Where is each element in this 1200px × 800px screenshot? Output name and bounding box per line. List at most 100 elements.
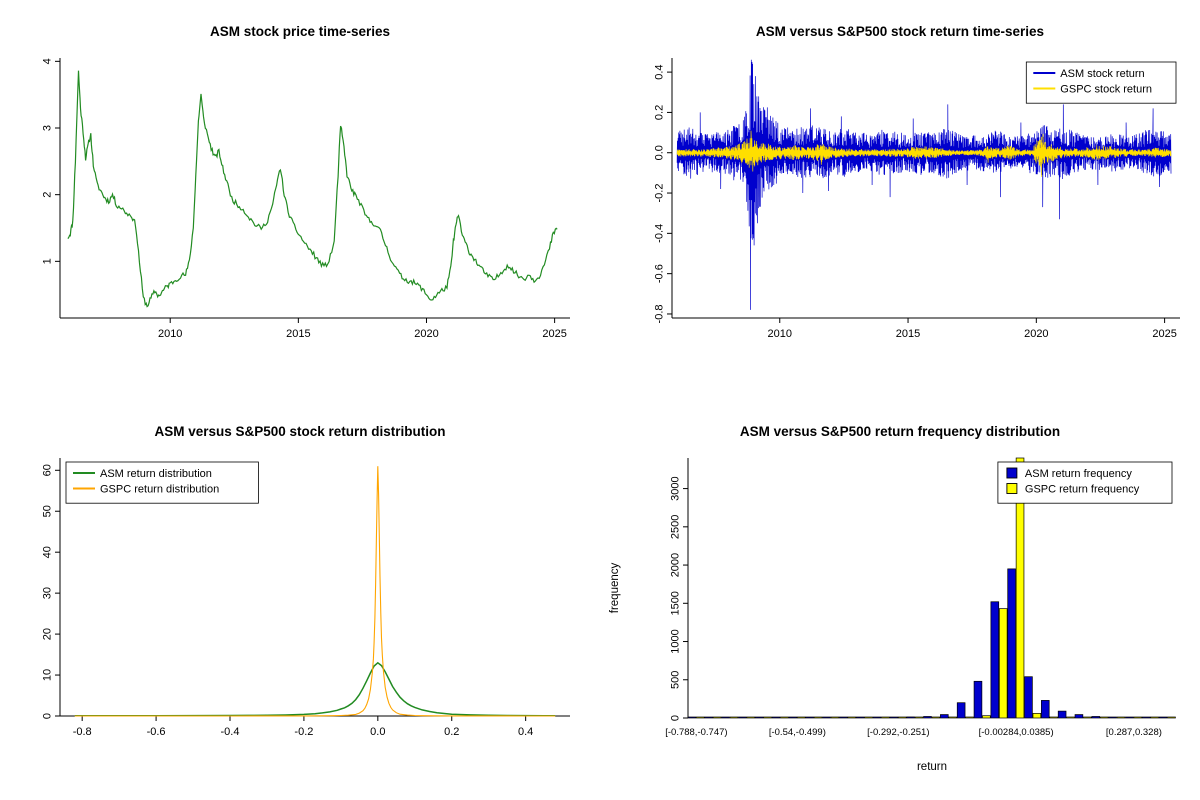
- legend-swatch: [1006, 467, 1018, 479]
- y-tick-label: -0.8: [654, 304, 666, 323]
- bin-label: [-0.292,-0.251): [867, 727, 929, 738]
- hist-bar: [746, 716, 756, 719]
- hist-bar: [780, 716, 789, 719]
- hist-bar: [1041, 700, 1050, 719]
- x-tick-label: -0.6: [147, 726, 166, 738]
- return-distribution-chart: 0 10 20 30 40 50 60 -0.8 -0.6 -0.4 -0.2 0.0 0.2 0.4 AS…: [42, 458, 570, 738]
- chart-title-price-timeseries: ASM stock price time-series: [209, 24, 391, 39]
- hist-bar: [1125, 716, 1134, 719]
- legend: ASM return frequency GSPC return frequenc…: [997, 461, 1173, 504]
- y-tick-label: 2: [42, 192, 54, 198]
- hist-bar: [1032, 713, 1042, 719]
- x-tick-label: 2010: [768, 328, 792, 340]
- hist-bar: [839, 716, 848, 719]
- hist-bar: [1024, 676, 1033, 719]
- x-tick-label: 2020: [1024, 328, 1048, 340]
- y-tick-label: 1: [42, 258, 54, 264]
- series-asm-return-distribution: [74, 661, 556, 717]
- hist-bar: [889, 716, 899, 719]
- hist-bar: [872, 716, 882, 719]
- hist-bar: [906, 716, 915, 719]
- hist-bar: [897, 716, 907, 719]
- y-axis-title: frequency: [609, 563, 621, 614]
- x-tick-label: 2025: [1152, 328, 1176, 340]
- x-axis-title: return: [917, 761, 947, 773]
- hist-bar: [1091, 716, 1101, 719]
- y-tick-label: 3000: [670, 476, 682, 500]
- hist-bar: [830, 716, 840, 719]
- x-tick-label: 2015: [286, 328, 310, 340]
- x-tick-label: 0.2: [444, 726, 459, 738]
- bin-label: [-0.788,-0.747): [665, 727, 727, 738]
- series-gspc-return-distribution: [74, 466, 556, 717]
- x-tick-label: -0.8: [73, 726, 92, 738]
- hist-bar: [687, 716, 697, 719]
- y-tick-label: 0: [42, 713, 54, 719]
- y-tick-label: 2500: [670, 515, 682, 539]
- hist-bar: [965, 716, 974, 719]
- hist-bar: [881, 716, 890, 719]
- return-timeseries-chart: -0.8 -0.6 -0.4 -0.2 0.0 0.2 0.4 2010 2015 2020 202…: [654, 58, 1180, 340]
- legend: ASM stock return GSPC stock return: [1025, 61, 1177, 104]
- legend: ASM return distribution GSPC return distr…: [65, 461, 259, 504]
- hist-bar: [1074, 714, 1084, 719]
- hist-bar: [914, 716, 924, 719]
- hist-bar: [1158, 716, 1168, 719]
- hist-bar: [998, 608, 1008, 719]
- price-timeseries-chart: 1 2 3 4 2010 2015 2020 2025: [41, 58, 570, 340]
- hist-bar: [1167, 716, 1176, 719]
- y-tick-label: 1500: [670, 591, 682, 615]
- hist-bar: [771, 716, 781, 719]
- y-tick-label: 500: [670, 671, 682, 689]
- y-tick-label: 0.0: [654, 145, 666, 160]
- hist-bar: [847, 716, 857, 719]
- hist-bar: [931, 716, 941, 719]
- y-tick-label: 30: [42, 587, 54, 599]
- bin-label: [-0.00284,0.0385): [979, 727, 1054, 738]
- y-tick-label: -0.4: [654, 224, 666, 243]
- panel-return-frequency: ASM versus S&P500 return frequency distr…: [600, 400, 1200, 800]
- hist-bar: [1049, 716, 1058, 719]
- legend-box: [65, 461, 259, 504]
- series-gspc-stock-return: [676, 130, 1172, 177]
- hist-bar: [940, 714, 949, 719]
- y-tick-label: 0.2: [654, 105, 666, 120]
- hist-bar: [805, 716, 814, 719]
- hist-bar: [956, 702, 966, 719]
- legend-box: [1025, 61, 1177, 104]
- hist-bar: [1108, 716, 1117, 719]
- hist-bar: [1099, 716, 1109, 719]
- hist-bar: [1133, 716, 1143, 719]
- hist-bar: [1066, 716, 1075, 719]
- chart-title-return-distribution: ASM versus S&P500 stock return distribut…: [154, 424, 446, 439]
- hist-bar: [704, 716, 713, 719]
- hist-bar: [1057, 710, 1067, 719]
- hist-bar: [1150, 716, 1159, 719]
- y-tick-label: 50: [42, 505, 54, 517]
- panel-return-timeseries: ASM versus S&P500 stock return time-seri…: [600, 0, 1200, 400]
- y-tick-label: 40: [42, 546, 54, 558]
- hist-bar: [1015, 457, 1025, 719]
- hist-bar: [738, 716, 747, 719]
- bin-label: [0.287,0.328): [1106, 727, 1162, 738]
- legend-label: GSPC return frequency: [1025, 484, 1140, 496]
- hist-bar: [864, 716, 873, 719]
- x-tick-label: 2020: [414, 328, 438, 340]
- hist-bar: [1141, 716, 1151, 719]
- hist-bar: [797, 716, 806, 719]
- legend-box: [997, 461, 1173, 504]
- y-tick-label: -0.6: [654, 264, 666, 283]
- hist-bar: [813, 716, 823, 719]
- hist-bar: [788, 716, 798, 719]
- x-tick-label: -0.2: [294, 726, 313, 738]
- hist-bar: [822, 716, 831, 719]
- hist-bar: [1007, 568, 1016, 719]
- series-asm-stock-price: [67, 70, 558, 308]
- chart-title-return-timeseries: ASM versus S&P500 stock return time-seri…: [755, 24, 1045, 39]
- x-tick-label: 2015: [896, 328, 920, 340]
- y-tick-label: 60: [42, 464, 54, 476]
- hist-bar: [712, 716, 722, 719]
- y-tick-label: 4: [41, 58, 53, 64]
- hist-bar: [696, 716, 705, 719]
